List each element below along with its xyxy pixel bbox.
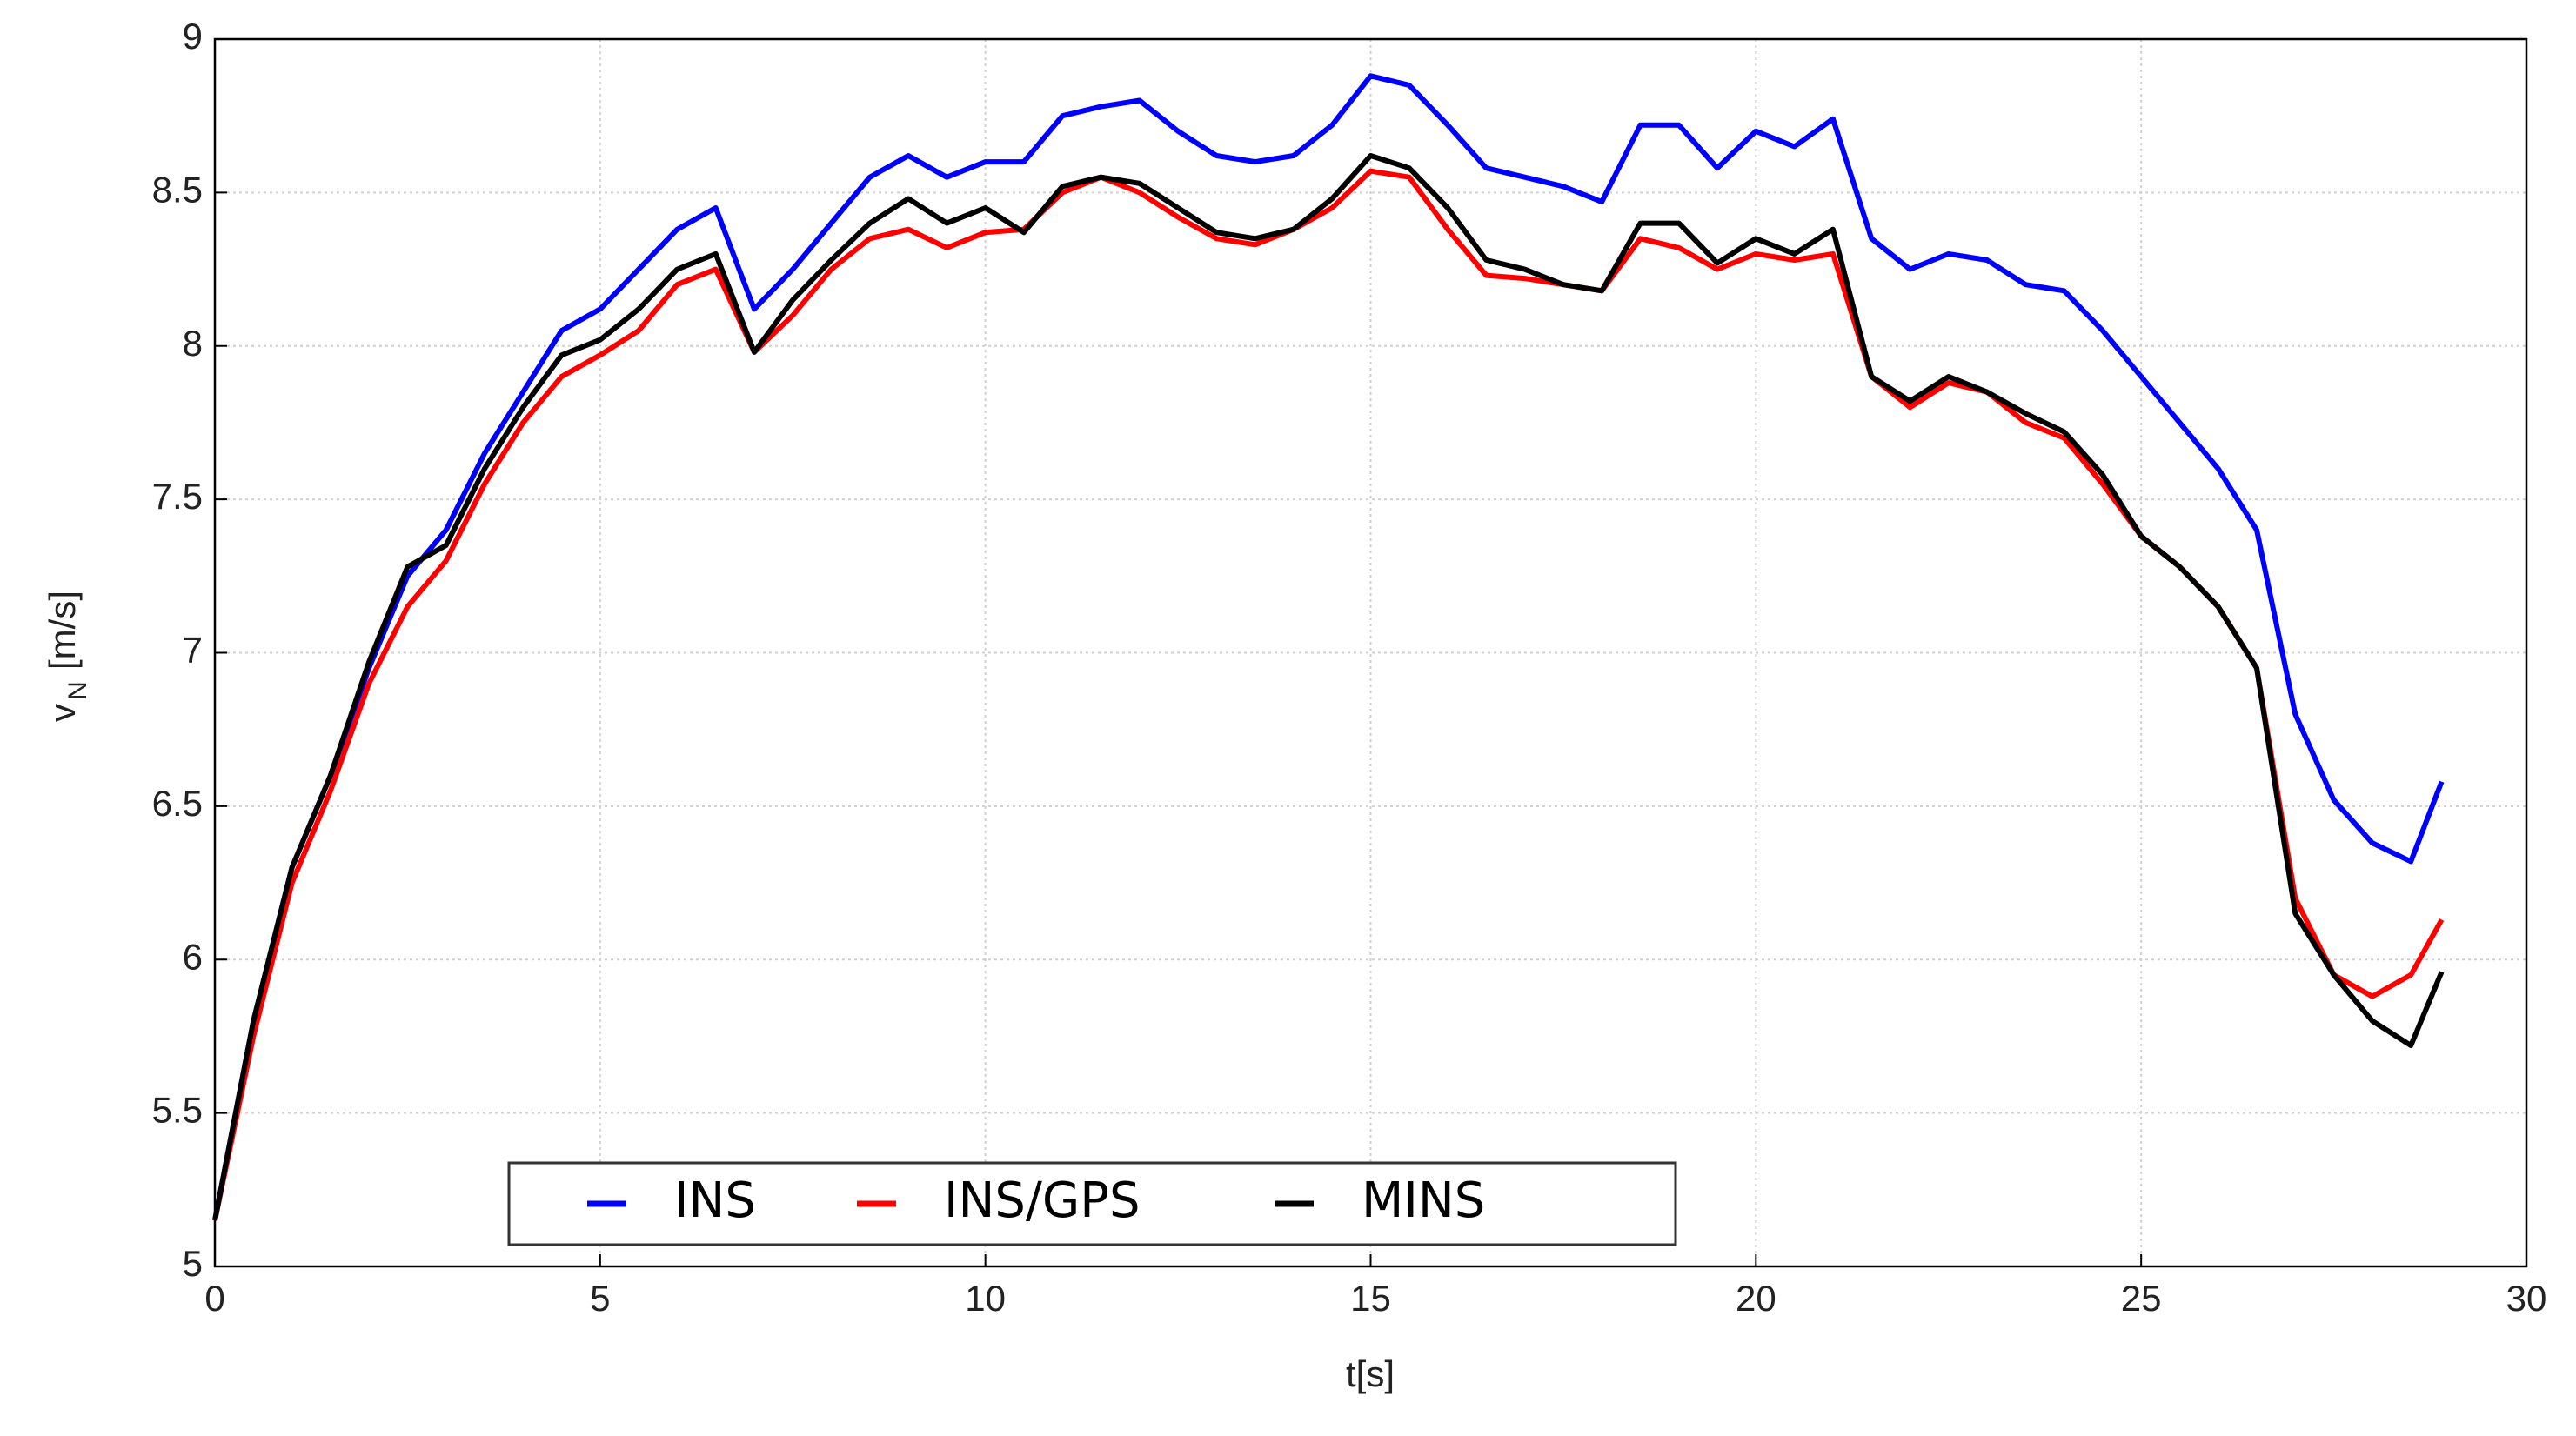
- x-tick-label: 10: [965, 1278, 1006, 1319]
- y-tick-label: 6: [183, 936, 203, 977]
- series-line: [212, 73, 2445, 1221]
- y-tick-label: 7.5: [152, 476, 203, 517]
- x-tick-label: 20: [1736, 1278, 1776, 1319]
- y-tick-label: 9: [183, 16, 203, 57]
- y-label-subscript: N: [64, 681, 92, 700]
- y-tick-label: 5.5: [152, 1090, 203, 1131]
- legend-box: [507, 1161, 1677, 1246]
- x-tick-label: 25: [2121, 1278, 2162, 1319]
- legend-label: INS: [674, 1172, 756, 1229]
- series-line: [212, 168, 2445, 1221]
- x-tick-label: 30: [2506, 1278, 2547, 1319]
- legend-label: MINS: [1362, 1172, 1485, 1229]
- y-axis-label: v N [m/s]: [42, 591, 92, 722]
- legend-label: INS/GPS: [944, 1172, 1141, 1229]
- x-tick-label: 0: [204, 1278, 224, 1319]
- y-tick-label: 5: [183, 1243, 203, 1284]
- y-tick-label: 7: [183, 630, 203, 671]
- x-axis-label: t[s]: [1346, 1353, 1395, 1394]
- y-label-unit: [m/s]: [42, 591, 83, 670]
- y-label-symbol: v: [42, 704, 83, 722]
- plot-frame: [213, 37, 2528, 1268]
- series-line: [212, 153, 2445, 1221]
- y-tick-label: 8.5: [152, 169, 203, 210]
- y-tick-label: 8: [183, 323, 203, 364]
- x-tick-label: 5: [590, 1278, 610, 1319]
- x-tick-label: 15: [1350, 1278, 1391, 1319]
- legend: INS INS/GPS MINS: [507, 1161, 1677, 1246]
- y-tick-label: 6.5: [152, 783, 203, 824]
